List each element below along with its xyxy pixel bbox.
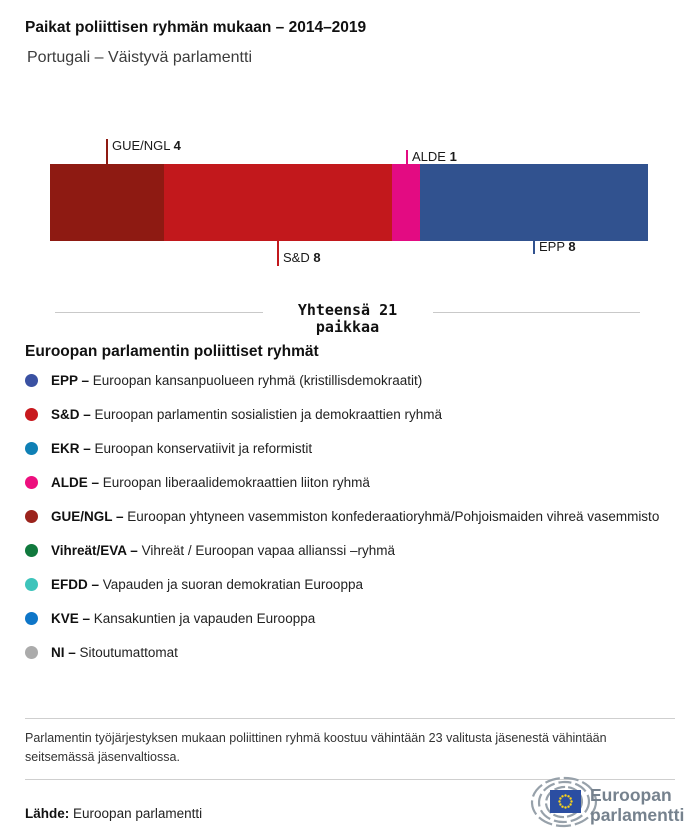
source-value: Euroopan parlamentti — [73, 806, 203, 821]
callout-tick-sd — [277, 241, 279, 266]
callout-seat-count: 8 — [568, 239, 576, 254]
legend-desc: Sitoutumattomat — [79, 645, 178, 660]
legend-text: EKR – Euroopan konservatiivit ja reformi… — [51, 440, 312, 458]
callout-label-gue-ngl: GUE/NGL 4 — [112, 138, 181, 153]
page-subtitle: Portugali – Väistyvä parlamentti — [27, 49, 252, 66]
legend-text: Vihreät/EVA – Vihreät / Euroopan vapaa a… — [51, 542, 395, 560]
logo-text-line1: Euroopan — [590, 785, 672, 805]
legend-abbr: EFDD – — [51, 577, 100, 592]
legend-dot-ekr — [25, 442, 38, 455]
legend-text: EFDD – Vapauden ja suoran demokratian Eu… — [51, 576, 363, 594]
callout-seat-count: 1 — [449, 149, 457, 164]
legend-list: EPP – Euroopan kansanpuolueen ryhmä (kri… — [25, 372, 675, 678]
legend-desc: Euroopan konservatiivit ja reformistit — [94, 441, 313, 456]
callout-seat-count: 8 — [313, 250, 321, 265]
callout-group-name: EPP — [539, 239, 565, 254]
legend-desc: Euroopan parlamentin sosialistien ja dem… — [94, 407, 442, 422]
legend-abbr: EKR – — [51, 441, 91, 456]
legend-abbr: Vihreät/EVA – — [51, 543, 138, 558]
legend-dot-sd — [25, 408, 38, 421]
legend-text: EPP – Euroopan kansanpuolueen ryhmä (kri… — [51, 372, 422, 390]
legend-dot-vihreat-eva — [25, 544, 38, 557]
legend-desc: Euroopan liberaalidemokraattien liiton r… — [102, 475, 370, 490]
callout-tick-alde — [406, 150, 408, 164]
callout-label-epp: EPP 8 — [539, 239, 576, 254]
legend-dot-gue-ngl — [25, 510, 38, 523]
bar-segment-sd — [163, 164, 392, 241]
bar-segment-gue-ngl — [50, 164, 164, 241]
legend-desc: Vapauden ja suoran demokratian Eurooppa — [102, 577, 363, 592]
legend-dot-epp — [25, 374, 38, 387]
legend-text: ALDE – Euroopan liberaalidemokraattien l… — [51, 474, 370, 492]
total-seats-divider: Yhteensä 21 paikkaa — [55, 302, 640, 336]
total-seats-line2: paikkaa — [315, 318, 380, 336]
callout-label-sd: S&D 8 — [283, 250, 321, 265]
divider-line-left — [55, 312, 263, 313]
legend-dot-alde — [25, 476, 38, 489]
callout-group-name: GUE/NGL — [112, 138, 171, 153]
legend-desc: Euroopan kansanpuolueen ryhmä (kristilli… — [92, 373, 423, 388]
divider-line-right — [432, 312, 640, 313]
legend-item-alde: ALDE – Euroopan liberaalidemokraattien l… — [25, 474, 675, 492]
callout-label-alde: ALDE 1 — [412, 149, 457, 164]
legend-item-kve: KVE – Kansakuntien ja vapauden Eurooppa — [25, 610, 675, 628]
bar-segment-alde — [391, 164, 421, 241]
total-seats-label: Yhteensä 21 paikkaa — [263, 302, 433, 336]
legend-item-gue-ngl: GUE/NGL – Euroopan yhtyneen vasemmiston … — [25, 508, 675, 526]
legend-abbr: S&D – — [51, 407, 91, 422]
legend-item-ni: NI – Sitoutumattomat — [25, 644, 675, 662]
legend-text: KVE – Kansakuntien ja vapauden Eurooppa — [51, 610, 315, 628]
legend-text: S&D – Euroopan parlamentin sosialistien … — [51, 406, 442, 424]
seat-bar — [50, 164, 648, 241]
callout-group-name: S&D — [283, 250, 310, 265]
legend-item-epp: EPP – Euroopan kansanpuolueen ryhmä (kri… — [25, 372, 675, 390]
callout-tick-gue-ngl — [106, 139, 108, 164]
source-line: Lähde: Euroopan parlamentti — [25, 806, 202, 821]
callout-tick-epp — [533, 241, 535, 254]
footnote: Parlamentin työjärjestyksen mukaan polii… — [25, 718, 675, 780]
legend-abbr: ALDE – — [51, 475, 100, 490]
legend-dot-efdd — [25, 578, 38, 591]
legend-item-vihreat-eva: Vihreät/EVA – Vihreät / Euroopan vapaa a… — [25, 542, 675, 560]
total-seats-line1: Yhteensä 21 — [297, 301, 398, 319]
bar-segment-epp — [420, 164, 648, 241]
legend-abbr: GUE/NGL – — [51, 509, 124, 524]
legend-heading: Euroopan parlamentin poliittiset ryhmät — [25, 343, 319, 360]
legend-desc: Euroopan yhtyneen vasemmiston konfederaa… — [127, 509, 660, 524]
legend-dot-ni — [25, 646, 38, 659]
legend-abbr: EPP – — [51, 373, 90, 388]
legend-text: NI – Sitoutumattomat — [51, 644, 178, 662]
european-parliament-logo: Euroopan parlamentti — [530, 776, 684, 828]
page-title: Paikat poliittisen ryhmän mukaan – 2014–… — [25, 19, 367, 36]
legend-text: GUE/NGL – Euroopan yhtyneen vasemmiston … — [51, 508, 659, 526]
legend-item-efdd: EFDD – Vapauden ja suoran demokratian Eu… — [25, 576, 675, 594]
eu-flag-icon — [550, 790, 581, 813]
legend-abbr: NI – — [51, 645, 76, 660]
legend-dot-kve — [25, 612, 38, 625]
logo-text-line2: parlamentti — [590, 805, 684, 825]
legend-desc: Kansakuntien ja vapauden Eurooppa — [93, 611, 316, 626]
legend-desc: Vihreät / Euroopan vapaa allianssi –ryhm… — [141, 543, 395, 558]
logo-wordmark: Euroopan parlamentti — [590, 785, 684, 825]
legend-abbr: KVE – — [51, 611, 91, 626]
source-label: Lähde: — [25, 806, 70, 821]
callout-group-name: ALDE — [412, 149, 446, 164]
callout-seat-count: 4 — [173, 138, 181, 153]
legend-item-ekr: EKR – Euroopan konservatiivit ja reformi… — [25, 440, 675, 458]
legend-item-sd: S&D – Euroopan parlamentin sosialistien … — [25, 406, 675, 424]
